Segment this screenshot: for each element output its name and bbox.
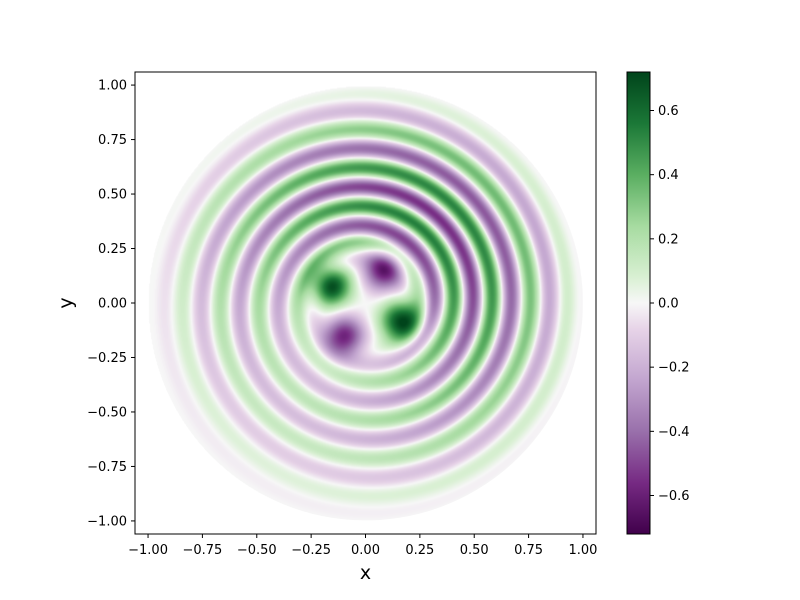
colorbar-ticks: −0.6 −0.4 −0.2 0.0 0.2 0.4 0.6 [650,104,690,504]
x-tick-label: 1.00 [568,543,597,558]
colorbar-tick-label: 0.2 [658,232,679,247]
y-tick-label: −0.25 [87,351,127,366]
colorbar-tick-label: −0.4 [658,425,690,440]
colorbar-tick-label: 0.6 [658,104,679,119]
x-axis-label: x [360,562,371,584]
field-image [148,85,583,521]
x-tick-label: −0.75 [182,543,222,558]
y-tick-label: −0.75 [87,460,127,475]
x-tick-label: 0.75 [514,543,543,558]
y-tick-label: −0.50 [87,405,127,420]
y-tick-label: 1.00 [98,79,127,94]
y-axis-ticks: −1.00 −0.75 −0.50 −0.25 0.00 0.25 0.50 0.75 1.00 [87,79,135,529]
x-tick-label: −0.25 [291,543,331,558]
x-axis-ticks: −1.00 −0.75 −0.50 −0.25 0.00 0.25 0.50 0.75 1.00 [128,534,597,558]
x-tick-label: 0.50 [460,543,489,558]
y-tick-label: 0.00 [98,297,127,312]
colorbar [626,71,651,535]
y-tick-label: 0.75 [98,133,127,148]
colorbar-tick-label: −0.6 [658,489,690,504]
x-tick-label: −0.50 [237,543,277,558]
y-tick-label: −1.00 [87,514,127,529]
x-tick-label: 0.00 [351,543,380,558]
x-tick-label: 0.25 [405,543,434,558]
x-tick-label: −1.00 [128,543,168,558]
y-axis-label: y [55,297,77,308]
y-tick-label: 0.25 [98,242,127,257]
colorbar-tick-label: 0.4 [658,168,679,183]
colorbar-tick-label: −0.2 [658,361,690,376]
field-layer [148,85,583,521]
colorbar-tick-label: 0.0 [658,297,679,312]
y-tick-label: 0.50 [98,188,127,203]
